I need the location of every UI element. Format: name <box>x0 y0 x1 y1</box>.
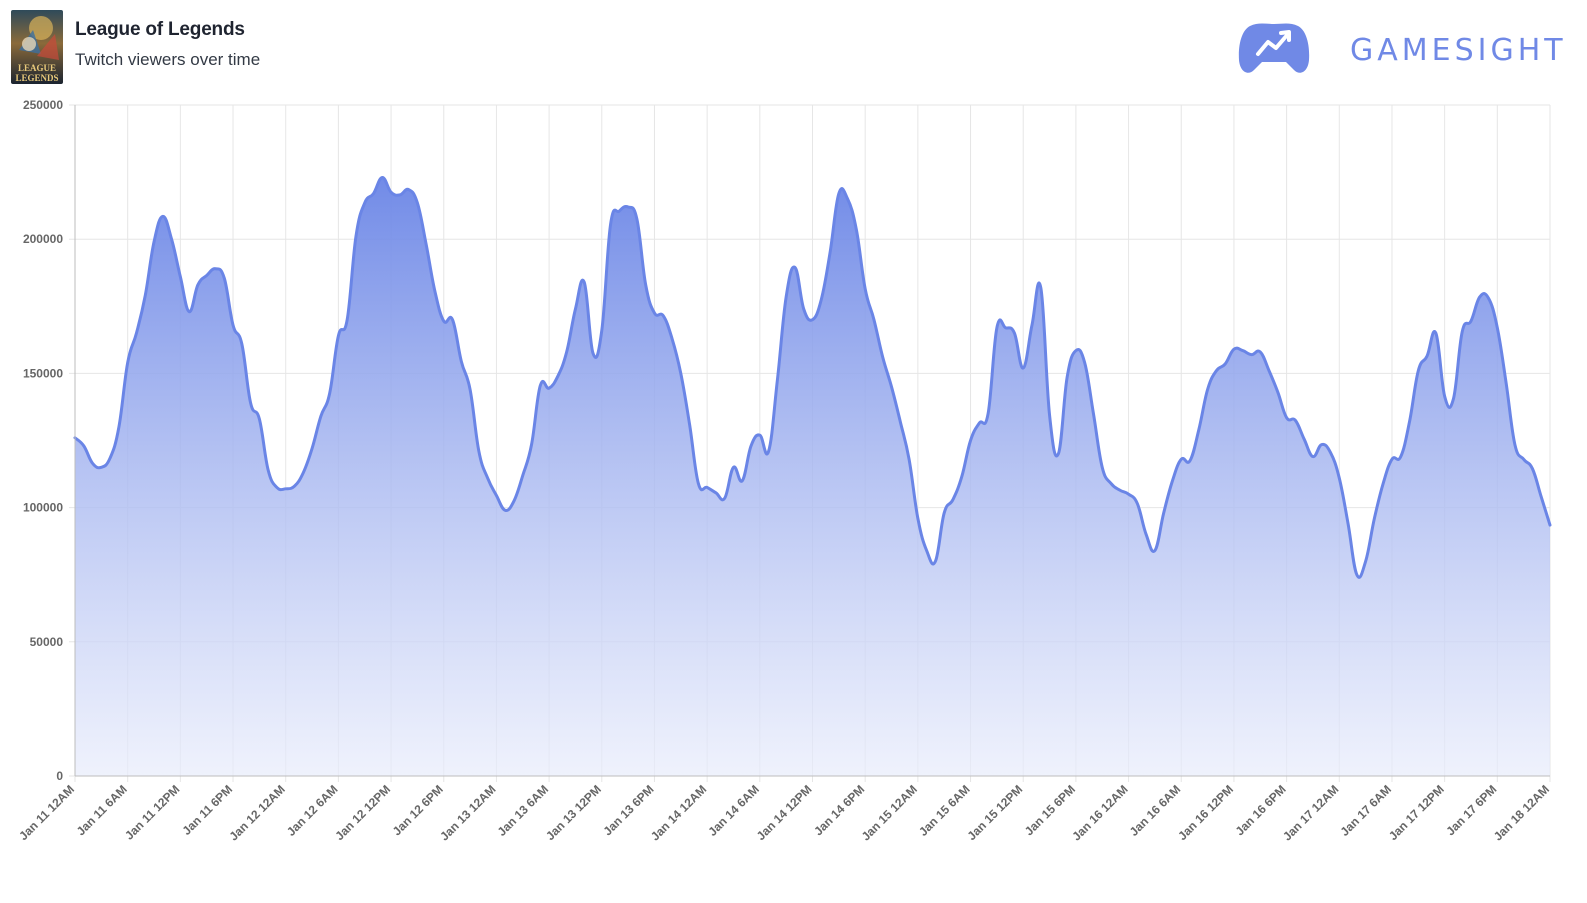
x-tick-label: Jan 11 6AM <box>74 782 130 838</box>
x-tick-label: Jan 13 6AM <box>495 782 552 839</box>
x-tick-label: Jan 16 6AM <box>1127 782 1184 839</box>
gamepad-trend-icon <box>1238 23 1310 73</box>
viewers-area-fill <box>75 177 1550 776</box>
y-tick-label: 200000 <box>23 232 63 246</box>
viewers-area-chart: 0 50000 100000 150000 200000 250000 Jan 11 12… <box>16 98 1552 844</box>
x-tick-label: Jan 16 12PM <box>1175 782 1236 843</box>
x-tick-label: Jan 13 12AM <box>437 782 498 843</box>
x-tick-label: Jan 12 12PM <box>332 782 393 843</box>
game-title: League of Legends <box>75 19 245 40</box>
x-tick-label: Jan 17 6AM <box>1337 782 1394 839</box>
y-axis-tick-labels: 0 50000 100000 150000 200000 250000 <box>23 98 63 783</box>
x-tick-label: Jan 12 6PM <box>390 782 446 838</box>
chart-header: LEAGUE LEGENDS League of Legends Twitch … <box>0 0 1587 95</box>
viewers-series-line <box>73 175 1552 579</box>
x-tick-label: Jan 16 12AM <box>1069 782 1130 843</box>
x-tick-label: Jan 11 6PM <box>179 782 235 838</box>
cover-text-top: LEAGUE <box>18 63 56 73</box>
x-tick-label: Jan 14 6AM <box>705 782 762 839</box>
game-cover-image: LEAGUE LEGENDS <box>11 10 63 84</box>
y-tick-label: 150000 <box>23 366 63 380</box>
chart-axes <box>74 105 1550 777</box>
x-tick-label: Jan 16 6PM <box>1233 782 1289 838</box>
x-tick-label: Jan 17 12PM <box>1386 782 1447 843</box>
x-tick-label: Jan 13 12PM <box>543 782 604 843</box>
y-tick-label: 100000 <box>23 501 63 515</box>
x-tick-label: Jan 14 12AM <box>648 782 709 843</box>
chart-subtitle: Twitch viewers over time <box>75 50 261 69</box>
x-tick-label: Jan 18 12AM <box>1491 782 1552 843</box>
x-tick-label: Jan 15 12PM <box>964 782 1025 843</box>
x-tick-label: Jan 15 6AM <box>916 782 973 839</box>
x-tick-label: Jan 17 12AM <box>1280 782 1341 843</box>
x-tick-label: Jan 14 6PM <box>811 782 867 838</box>
game-cover-art: LEAGUE LEGENDS <box>11 10 63 84</box>
x-tick-label: Jan 15 6PM <box>1022 782 1078 838</box>
x-tick-label: Jan 12 6AM <box>284 782 341 839</box>
x-tick-label: Jan 12 12AM <box>227 782 288 843</box>
y-tick-label: 0 <box>56 769 63 783</box>
gamesight-brand[interactable]: GAMESIGHT <box>1236 20 1563 80</box>
x-tick-label: Jan 14 12PM <box>754 782 815 843</box>
y-tick-label: 250000 <box>23 98 63 112</box>
y-tick-label: 50000 <box>30 635 64 649</box>
brand-name: GAMESIGHT <box>1350 33 1567 68</box>
x-tick-label: Jan 11 12PM <box>122 782 182 842</box>
x-tick-label: Jan 11 12AM <box>16 782 77 843</box>
x-tick-label: Jan 13 6PM <box>600 782 656 838</box>
x-tick-label: Jan 15 12AM <box>859 782 920 843</box>
x-tick-label: Jan 17 6PM <box>1443 782 1499 838</box>
cover-text-bottom: LEGENDS <box>15 73 58 83</box>
